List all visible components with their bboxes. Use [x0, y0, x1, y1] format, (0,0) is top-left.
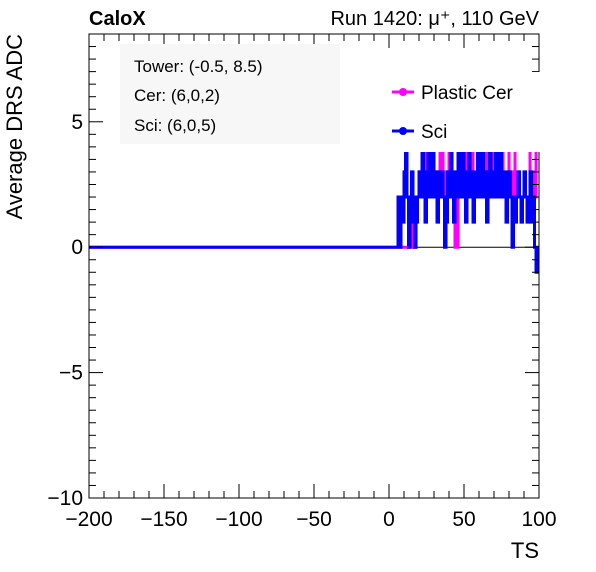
legend: Plastic Cer Sci [384, 72, 540, 152]
tick-layer [88, 33, 540, 499]
info-box: Tower: (-0.5, 8.5) Cer: (6,0,2) Sci: (6,… [120, 44, 340, 144]
x-axis-title: TS [511, 538, 539, 563]
y-axis-title: Average DRS ADC [2, 34, 27, 220]
info-line-sci: Sci: (6,0,5) [134, 116, 216, 135]
x-tick-label: 100 [521, 508, 556, 531]
legend-entry-plastic-cer: Plastic Cer [392, 83, 514, 104]
x-tick-label: 50 [452, 508, 475, 531]
y-tick-label: 5 [71, 111, 83, 134]
legend-marker-sci [399, 127, 407, 135]
experiment-label: CaloX [89, 8, 146, 30]
info-line-tower: Tower: (-0.5, 8.5) [134, 57, 263, 76]
y-tick-label: −10 [47, 487, 83, 510]
info-line-cer: Cer: (6,0,2) [134, 86, 220, 105]
x-tick-label: −200 [65, 508, 112, 531]
legend-label-plastic-cer: Plastic Cer [421, 83, 514, 104]
x-tick-label: −150 [140, 508, 187, 531]
legend-entry-sci: Sci [392, 122, 447, 143]
legend-marker-plastic-cer [399, 88, 407, 96]
y-tick-label: −5 [59, 362, 83, 385]
legend-label-sci: Sci [421, 122, 447, 143]
y-tick-label: 0 [71, 236, 83, 259]
series-line-sci [89, 145, 539, 274]
run-info-label: Run 1420: μ⁺, 110 GeV [330, 8, 539, 30]
tick-label-layer: −200 −150 −100 −50 0 50 100−10−505 [47, 111, 556, 531]
x-tick-label: −50 [296, 508, 332, 531]
x-tick-label: −100 [215, 508, 262, 531]
x-tick-label: 0 [383, 508, 395, 531]
